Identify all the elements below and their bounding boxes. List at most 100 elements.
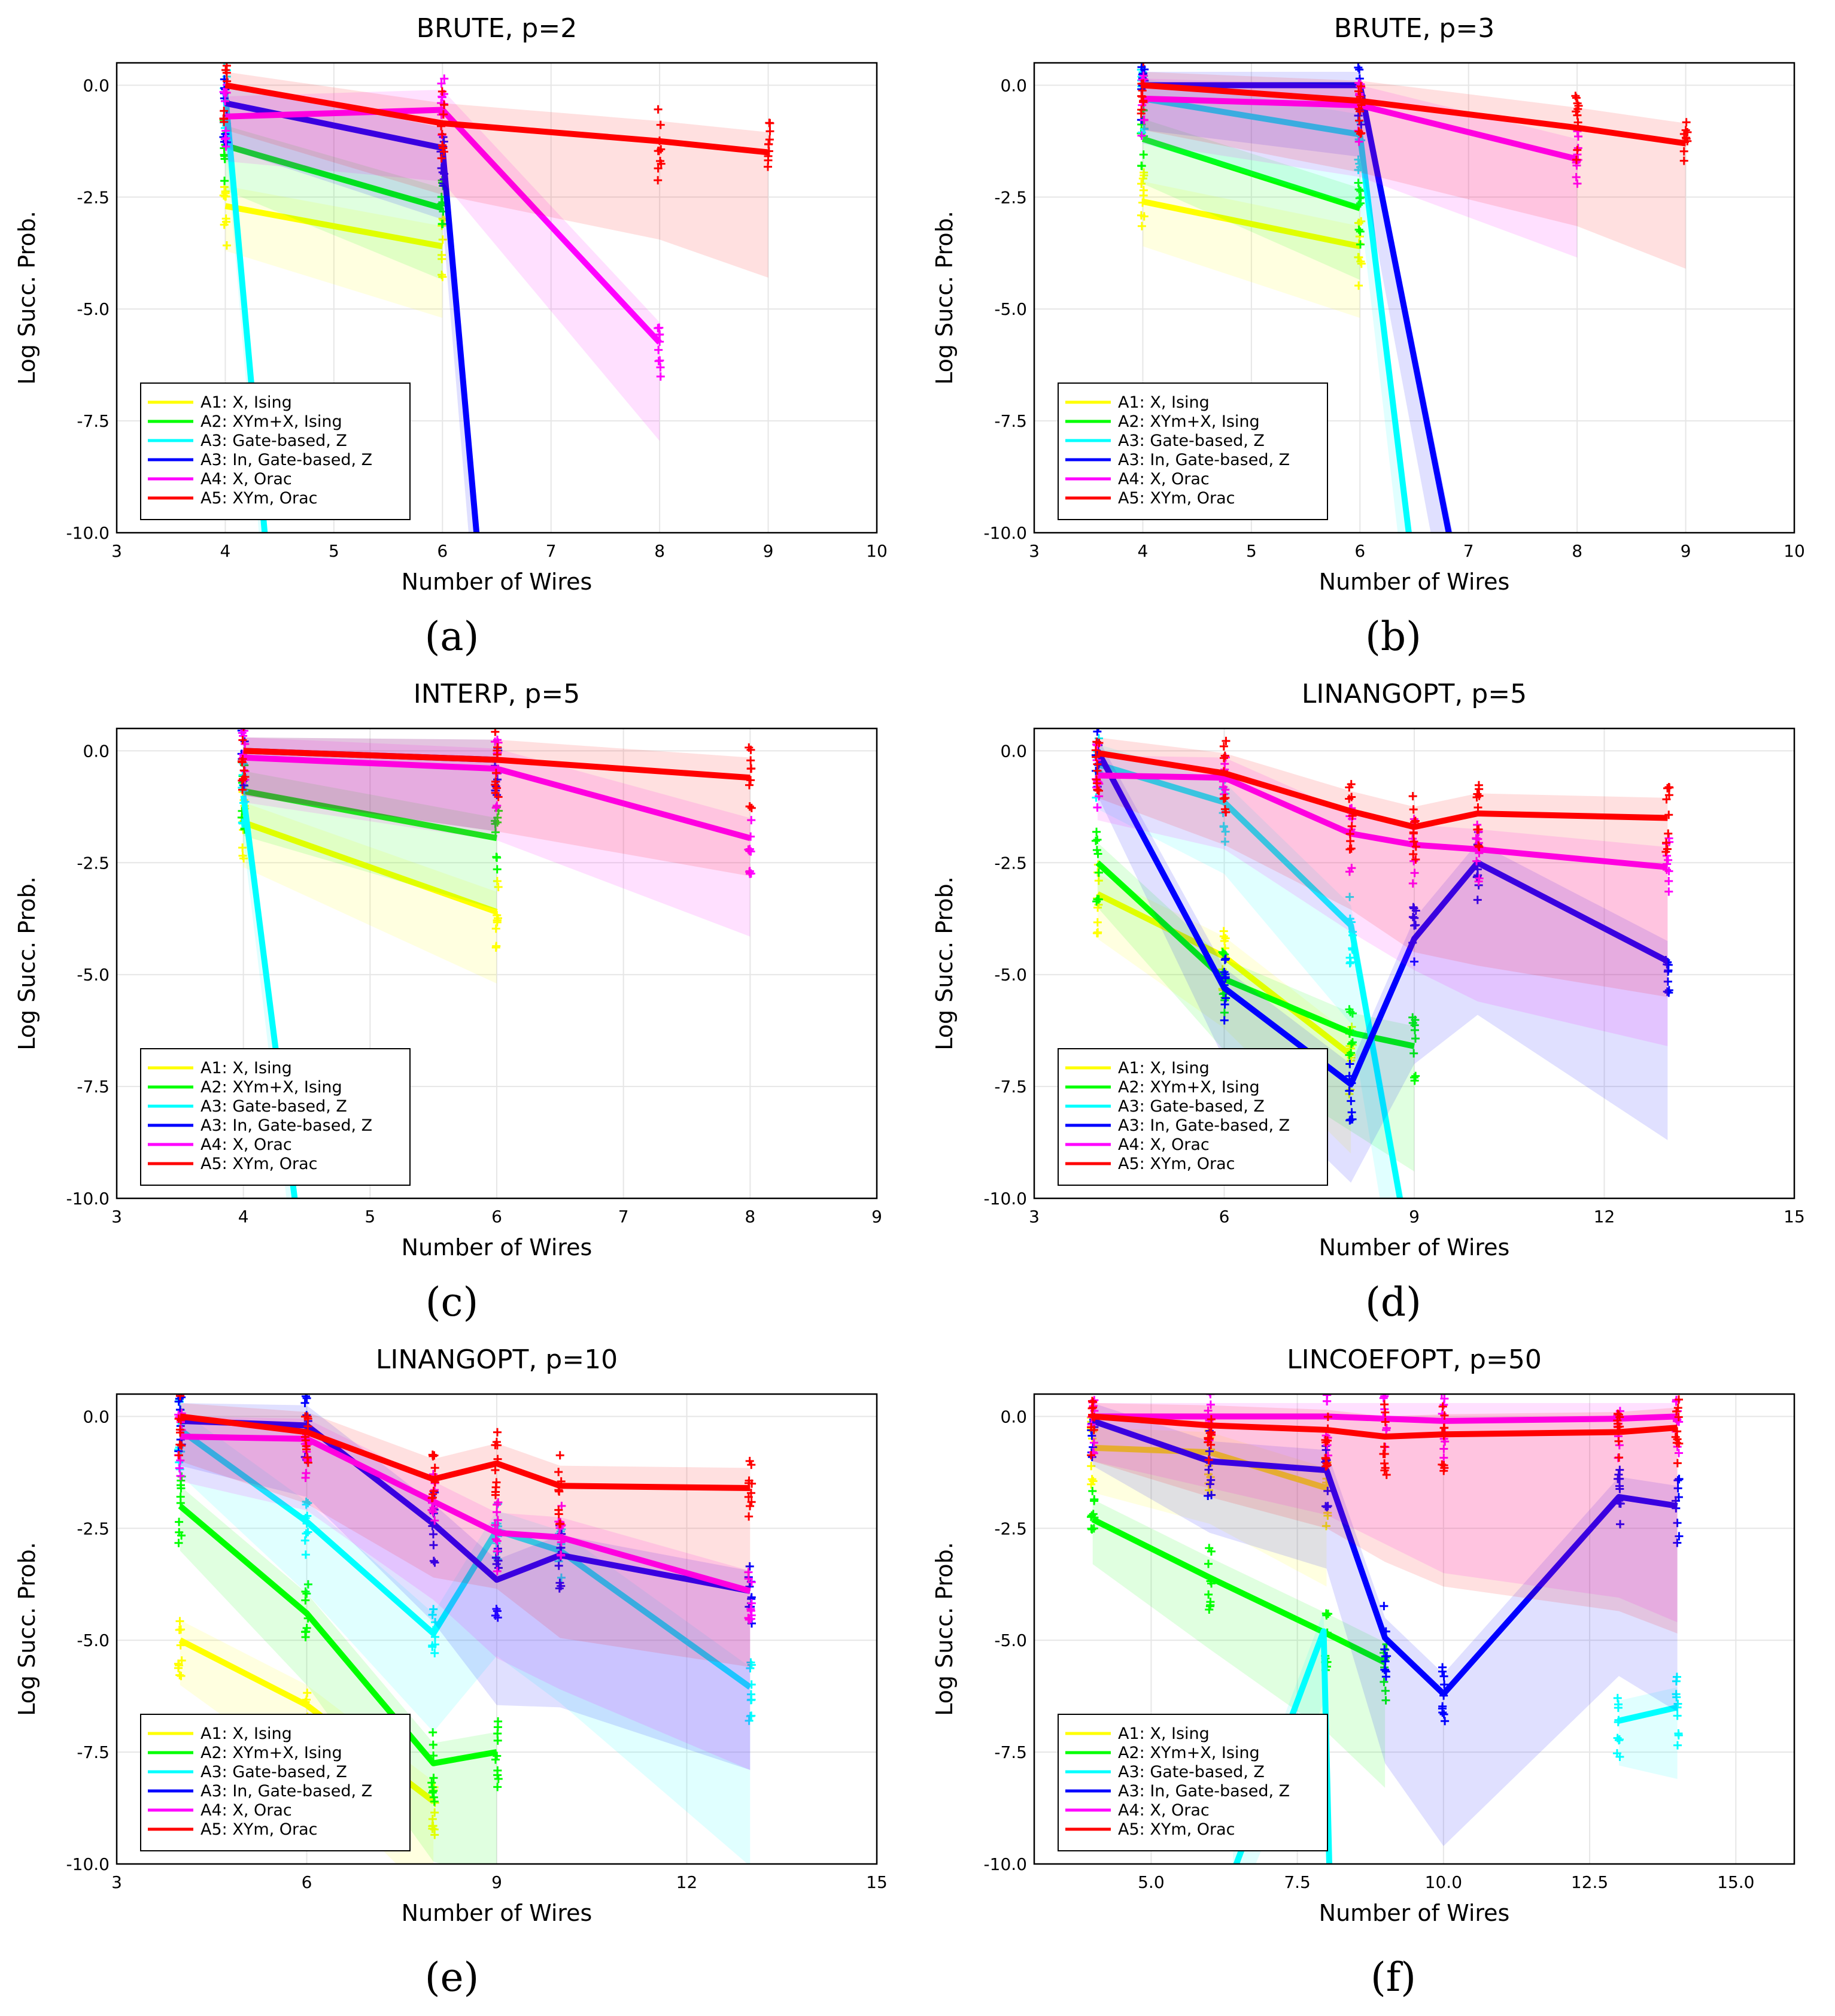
scatter-a5-xym-orac <box>1321 1438 1330 1447</box>
scatter-a4-x-orac <box>493 1508 502 1517</box>
scatter-a5-xym-orac <box>302 1445 311 1454</box>
line-a4-x-orac <box>225 107 662 345</box>
legend-label-a3-in-gate-based-z: A3: In, Gate-based, Z <box>200 1782 372 1801</box>
scatter-a2-xym-x-ising <box>1094 895 1103 904</box>
y-tick-label: 0.0 <box>1000 741 1027 761</box>
scatter-a5-xym-orac <box>744 1492 753 1501</box>
scatter-a5-xym-orac <box>1219 742 1228 751</box>
legend-label-a2-xym-x-ising: A2: XYm+X, Ising <box>1118 1744 1260 1762</box>
scatter-a3-gate-based-z <box>746 1696 755 1705</box>
legend-label-a2-xym-x-ising: A2: XYm+X, Ising <box>1118 412 1260 431</box>
band-a4-x-orac <box>1097 755 1668 1046</box>
scatter-a4-x-orac <box>1137 131 1146 140</box>
y-tick-label: -7.5 <box>994 411 1027 431</box>
scatter-a2-xym-x-ising <box>429 1774 438 1783</box>
scatter-a3-in-gate-based-z <box>1664 986 1673 995</box>
band-a3-in-gate-based-z <box>180 1402 751 1770</box>
scatter-a4-x-orac <box>744 1568 753 1577</box>
scatter-a3-in-gate-based-z <box>1473 895 1482 904</box>
y-tick-label: -7.5 <box>994 1077 1027 1097</box>
chart-panel-d: 3 6 9 12 15 0.0 -2.5 -5.0 -7.5 -10.0 LINANGOPT, p=… <box>931 679 1805 1261</box>
scatter-a3-in-gate-based-z <box>1441 1717 1450 1726</box>
scatter-a4-x-orac <box>1664 877 1673 886</box>
scatter-a2-xym-x-ising <box>1346 1007 1355 1016</box>
scatter-a3-in-gate-based-z <box>429 1530 438 1539</box>
scatter-a5-xym-orac <box>1380 1459 1389 1468</box>
scatter-a3-in-gate-based-z <box>180 1394 182 1395</box>
scatter-a5-xym-orac <box>239 766 248 775</box>
scatter-a5-xym-orac <box>1354 87 1363 96</box>
scatter-a3-gate-based-z-b <box>1673 1741 1682 1750</box>
scatter-a4-x-orac <box>221 133 230 142</box>
y-tick-label: 0.0 <box>1000 1407 1027 1426</box>
scatter-a5-xym-orac <box>220 107 229 116</box>
scatter-a5-xym-orac <box>654 176 663 185</box>
legend-label-a4-x-orac: A4: X, Orac <box>200 1135 292 1154</box>
x-tick-label: 9 <box>491 1872 502 1892</box>
scatter-a5-xym-orac <box>1219 754 1228 763</box>
scatter-a5-xym-orac <box>765 119 774 127</box>
scatter-a5-xym-orac <box>1408 792 1417 801</box>
y-tick-label: -5.0 <box>77 299 110 319</box>
scatter-a3-gate-based-z <box>302 1500 311 1509</box>
scatter-a5-xym-orac <box>303 1422 312 1431</box>
line-a5-xym-orac <box>243 748 751 781</box>
scatter-a5-xym-orac <box>747 764 756 773</box>
scatter-a4-x-orac <box>745 869 754 878</box>
scatter-a2-xym-x-ising <box>1087 1511 1096 1520</box>
legend-label-a3-gate-based-z: A3: Gate-based, Z <box>1118 432 1265 450</box>
scatter-a5-xym-orac <box>555 1487 564 1496</box>
line-a2-xym-x-ising <box>1091 1516 1387 1666</box>
scatter-a5-xym-orac <box>1323 1412 1332 1421</box>
scatter-a5-xym-orac <box>1662 795 1671 804</box>
scatter-a3-in-gate-based-z <box>1409 904 1418 913</box>
y-tick-label: -7.5 <box>77 1077 110 1097</box>
scatter-a1-x-ising <box>238 843 247 852</box>
scatter-a5-xym-orac <box>1661 848 1670 857</box>
scatter-a5-xym-orac <box>437 154 446 163</box>
scatter-a5-xym-orac <box>438 143 447 152</box>
scatter-a4-x-orac <box>745 845 754 854</box>
legend-label-a3-in-gate-based-z: A3: In, Gate-based, Z <box>200 451 372 469</box>
series-group <box>1137 63 1692 533</box>
legend-label-a5-xym-orac: A5: XYm, Orac <box>1118 1155 1235 1173</box>
scatter-a1-x-ising <box>1205 1486 1214 1495</box>
scatter-a5-xym-orac <box>1094 787 1103 795</box>
scatter-a3-in-gate-based-z <box>1381 1657 1390 1666</box>
line-a3-in-gate-based-z <box>180 1417 751 1594</box>
scatter-a4-x-orac <box>430 1516 439 1525</box>
scatter-a3-gate-based-z <box>302 1529 311 1538</box>
scatter-a5-xym-orac <box>745 1512 754 1521</box>
scatter-a3-in-gate-based-z <box>1097 728 1099 731</box>
scatter-a4-x-orac <box>1140 116 1149 125</box>
scatter-a5-xym-orac <box>1137 109 1146 118</box>
x-tick-label: 7 <box>546 541 557 561</box>
scatter-a3-gate-based-z-b <box>1614 1700 1623 1709</box>
scatter-a5-xym-orac <box>765 135 774 144</box>
scatter-a1-x-ising <box>174 1663 183 1672</box>
scatter-a4-x-orac <box>1382 1383 1390 1391</box>
scatter-a3-in-gate-based-z <box>1663 977 1672 986</box>
y-tick-label: -7.5 <box>994 1742 1027 1762</box>
scatter-a3-in-gate-based-z <box>1137 63 1146 72</box>
scatter-a5-xym-orac <box>1409 805 1418 814</box>
scatter-a5-xym-orac <box>1663 784 1672 793</box>
scatter-a5-xym-orac <box>174 1451 183 1460</box>
scatter-a5-xym-orac <box>657 159 666 168</box>
legend-label-a3-gate-based-z: A3: Gate-based, Z <box>200 432 347 450</box>
band-a4-x-orac <box>243 737 751 937</box>
scatter-a4-x-orac <box>746 1614 755 1623</box>
legend-label-a4-x-orac: A4: X, Orac <box>200 470 292 488</box>
scatter-a5-xym-orac <box>238 785 247 794</box>
scatter-a3-gate-based-z-b <box>1674 1729 1683 1738</box>
series-group <box>237 728 756 1198</box>
scatter-a3-in-gate-based-z <box>1222 994 1231 1003</box>
scatter-a5-xym-orac <box>493 1428 502 1437</box>
scatter-a3-gate-based-z <box>303 1528 312 1537</box>
scatter-a4-x-orac <box>1472 834 1481 843</box>
scatter-a3-in-gate-based-z <box>1673 1519 1682 1528</box>
scatter-a1-x-ising <box>494 882 503 891</box>
scatter-a1-x-ising <box>177 1625 186 1634</box>
legend-label-a1-x-ising: A1: X, Ising <box>200 1059 292 1077</box>
scatter-a4-x-orac <box>655 330 664 339</box>
